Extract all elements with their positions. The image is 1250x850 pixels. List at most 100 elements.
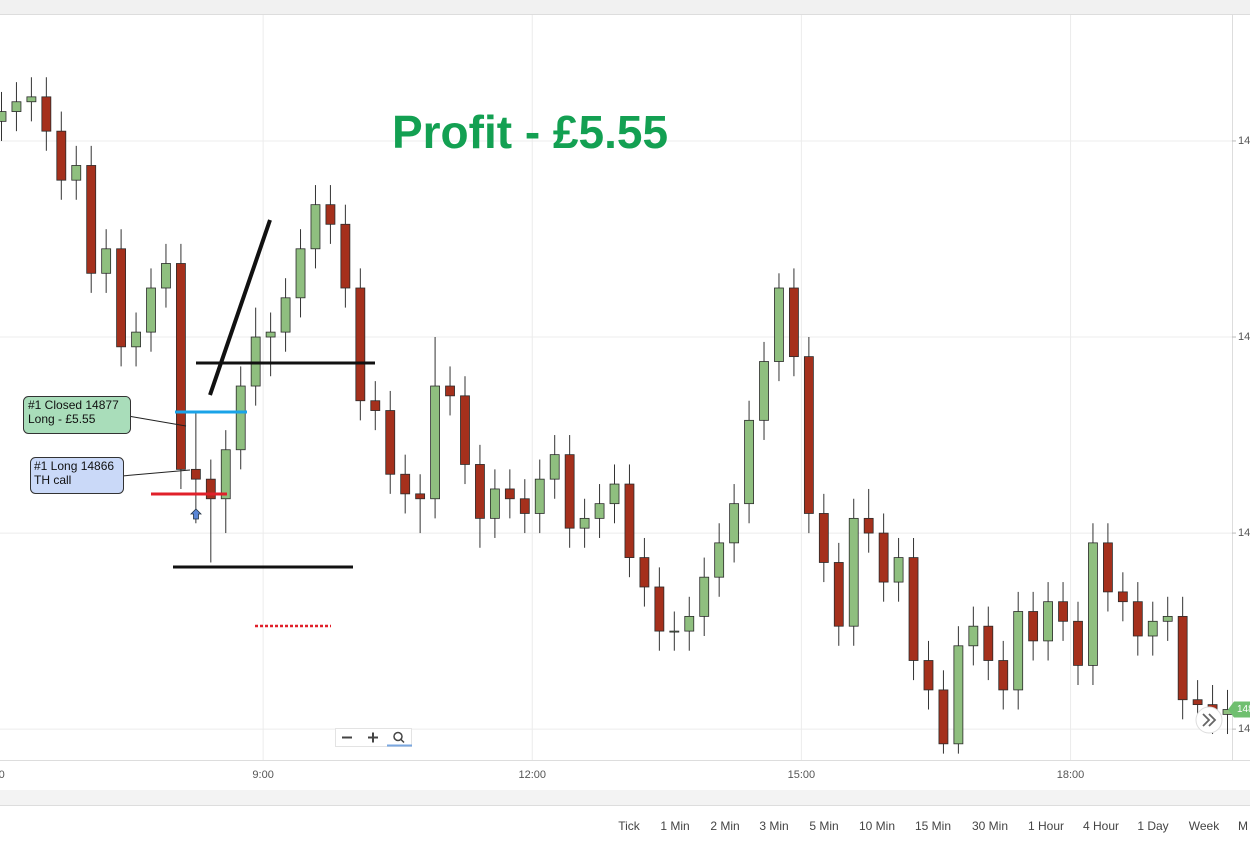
zoom-reset-handle (400, 738, 405, 744)
candle-body (818, 513, 829, 563)
candle-body (1177, 615, 1188, 701)
buy-arrow (190, 508, 202, 520)
callout-text: TH call (34, 473, 71, 487)
candle-body (609, 483, 620, 505)
timeframe-button[interactable]: Week (1189, 819, 1220, 833)
candle-body (0, 111, 7, 122)
candle-body (983, 625, 994, 661)
scroll-right[interactable] (1195, 706, 1223, 734)
timeframe-button[interactable]: M (1238, 819, 1248, 833)
candle-body (714, 542, 725, 578)
candle-body (220, 449, 231, 500)
candle-body (280, 297, 291, 333)
y-tick-label: 14860 (1238, 527, 1250, 539)
candle-body (1043, 601, 1053, 642)
zoom-in[interactable] (368, 732, 378, 743)
separator (0, 790, 1250, 806)
candle-body (41, 96, 52, 132)
callout-closed: #1 Closed 14877 Long - £5.55 (23, 396, 187, 434)
chart-title: Profit - £5.55 (392, 106, 668, 158)
candle-body (1192, 699, 1203, 706)
candle-body (265, 331, 276, 338)
candle-body (699, 576, 710, 617)
candle-body (759, 361, 769, 421)
candle-body (744, 419, 754, 505)
x-tick-label: 9:00 (252, 769, 273, 781)
candle-body (1058, 601, 1068, 622)
candle-body (833, 562, 844, 627)
timeframe-button[interactable]: 30 Min (972, 819, 1008, 833)
candle-body (325, 204, 336, 225)
candle-body (370, 400, 381, 411)
callout-long: #1 Long 14866 TH call (30, 457, 191, 494)
timeframe-button[interactable]: Tick (618, 819, 641, 833)
candle-body (116, 248, 127, 348)
candles (0, 77, 1233, 754)
y-tick-label: 14820 (1238, 723, 1250, 735)
candle-body (893, 557, 904, 583)
candle-body (1147, 620, 1158, 637)
last-price-label: 14824 (1237, 704, 1250, 715)
x-tick-label: 6:00 (0, 769, 5, 781)
candle-body (445, 385, 455, 397)
candle-body (161, 263, 171, 289)
candle-body (460, 395, 470, 465)
timeframe-button[interactable]: 1 Day (1137, 819, 1168, 833)
candle-body (101, 248, 112, 274)
timeframe-button[interactable]: 10 Min (859, 819, 895, 833)
timeframe-button[interactable]: 2 Min (710, 819, 739, 833)
timeframe-button[interactable]: 1 Min (660, 819, 689, 833)
candle-body (953, 645, 964, 745)
candle-body (684, 615, 695, 632)
y-tick-label: 14900 (1238, 331, 1250, 343)
timeframe-button[interactable]: 15 Min (915, 819, 951, 833)
timeframe-button[interactable]: 4 Hour (1083, 819, 1119, 833)
timeframe-button[interactable]: 1 Hour (1028, 819, 1064, 833)
candle-body (190, 468, 201, 480)
candle-body (848, 517, 859, 627)
candle-body (654, 586, 665, 632)
candle-body (534, 478, 545, 514)
candle-body (729, 503, 740, 544)
candle-body (1073, 620, 1083, 666)
candle-body (639, 557, 650, 588)
callout-pointer (121, 469, 191, 477)
candle-body (340, 223, 351, 289)
callout-text: #1 Closed 14877 (28, 398, 119, 412)
callout-text: #1 Long 14866 (34, 459, 114, 473)
candle-body (11, 101, 22, 112)
candle-body (400, 473, 411, 495)
candle-body (564, 454, 575, 529)
callout-pointer (127, 415, 187, 427)
candle-body (295, 248, 306, 299)
grid (0, 15, 1232, 760)
candle-body (579, 517, 590, 529)
candle-body (56, 130, 67, 181)
timeframe-button[interactable]: 3 Min (759, 819, 788, 833)
candle-body (1013, 611, 1024, 691)
zoom-reset[interactable] (393, 731, 403, 742)
candle-body (1028, 611, 1039, 642)
last-price-tag (1228, 701, 1250, 718)
zoom-controls[interactable] (335, 728, 413, 747)
candle-body (86, 165, 97, 274)
drawings (151, 219, 375, 628)
candle-body (355, 287, 366, 402)
candle-body (146, 287, 156, 333)
candle-body (938, 689, 949, 745)
callout-box (30, 457, 124, 494)
candle-body (968, 625, 979, 647)
candle-body (549, 454, 560, 480)
toolbar: Tick 1 Min 2 Min 3 Min 5 Min 10 Min 15 Min 30 M… (618, 819, 1248, 833)
candle-body (1117, 591, 1128, 603)
x-tick-label: 18:00 (1057, 769, 1085, 781)
candle-body (176, 263, 186, 470)
candle-body (71, 165, 82, 181)
y-tick-label: 14940 (1238, 135, 1250, 147)
callout-box (23, 396, 131, 434)
candle-body (310, 204, 321, 250)
candle-body (430, 385, 440, 500)
timeframe-button[interactable]: 5 Min (809, 819, 838, 833)
